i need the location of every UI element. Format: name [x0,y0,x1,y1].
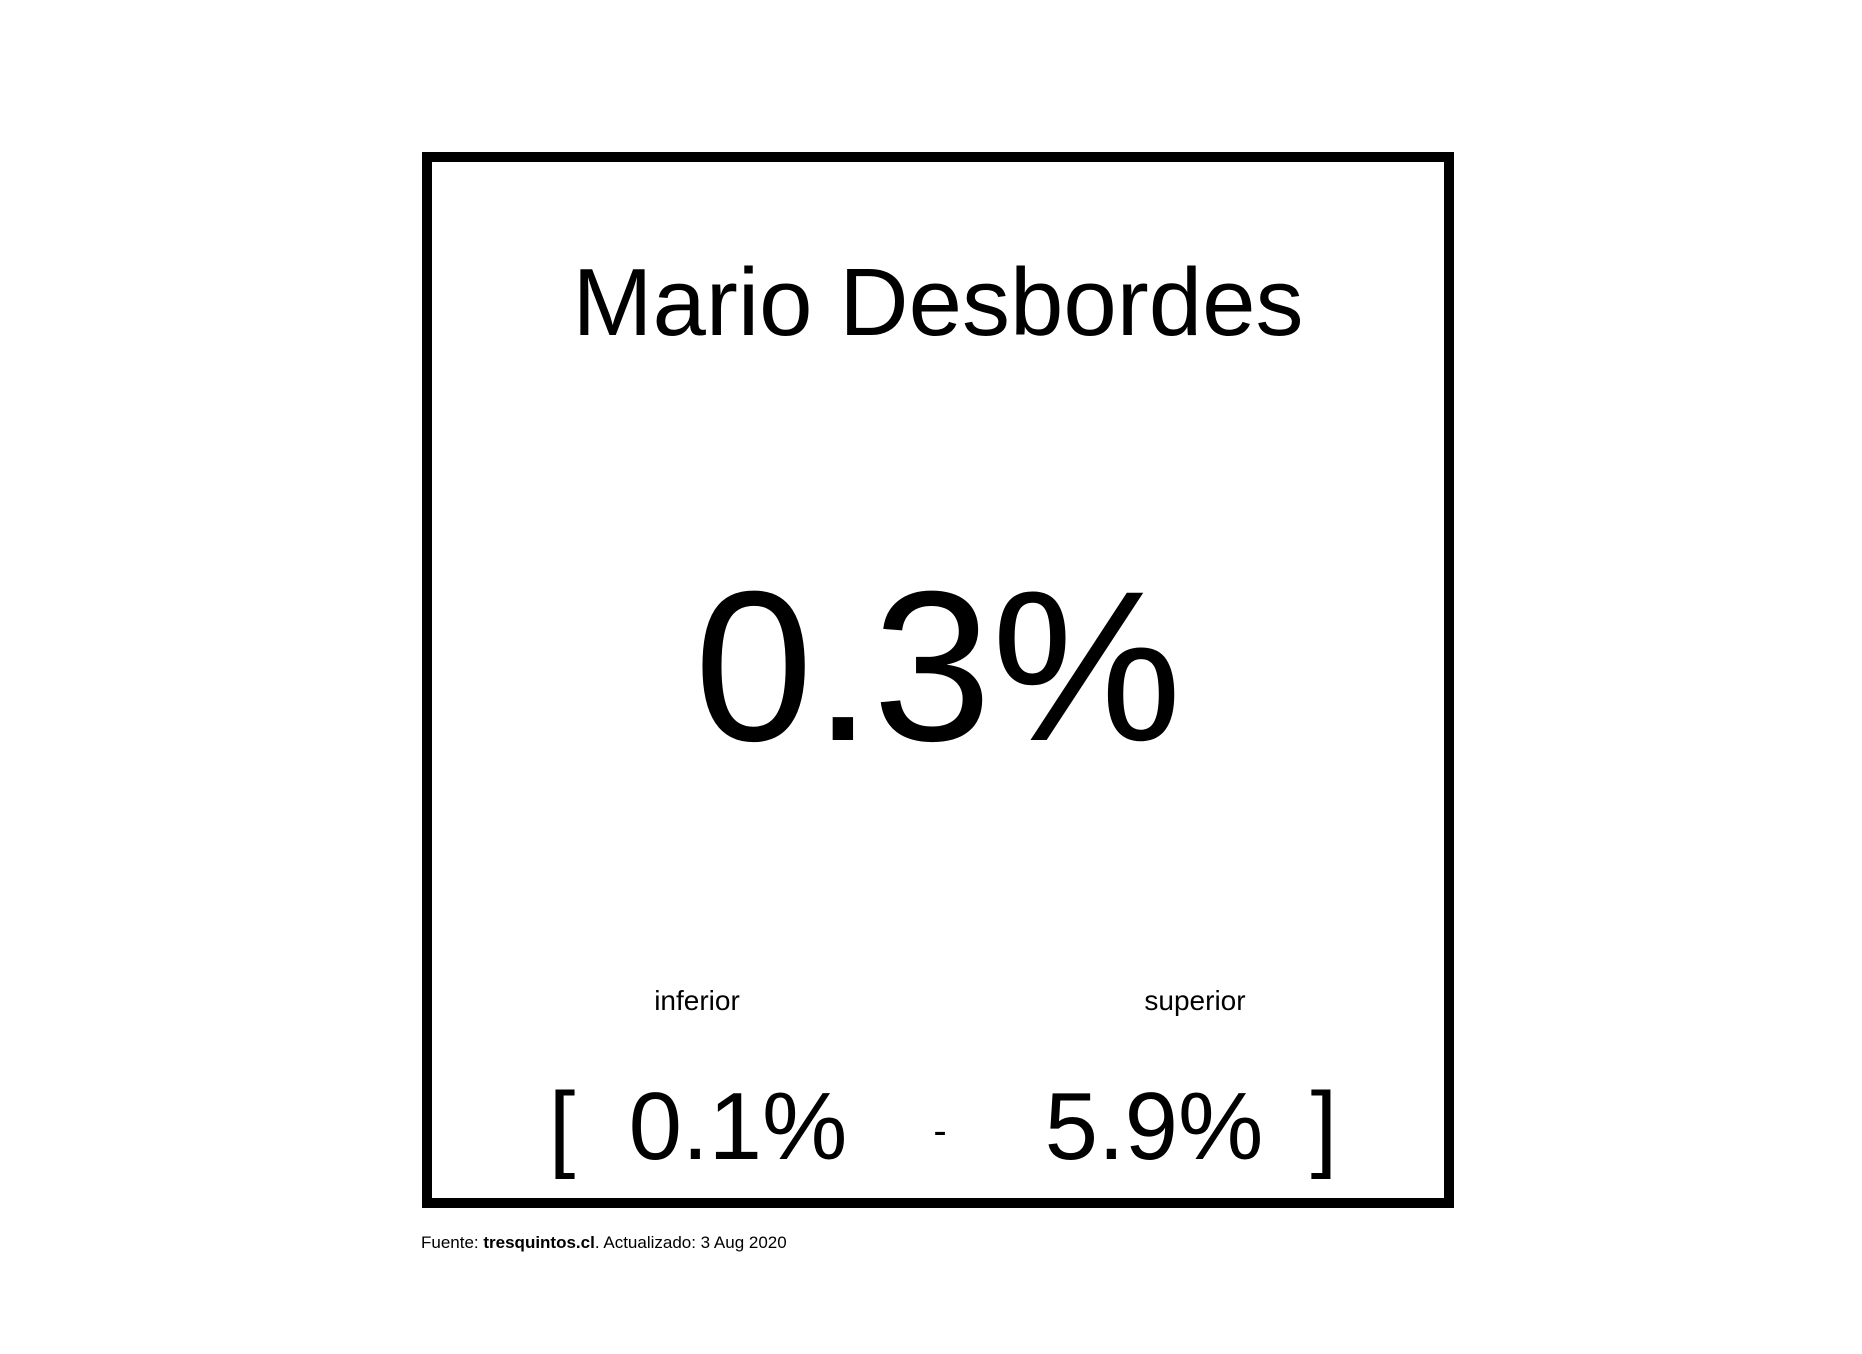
interval-open-bracket: [ [548,1073,576,1180]
upper-bound-label: superior [1144,985,1246,1016]
footer-prefix: Fuente: [421,1233,484,1252]
source-footer: Fuente: tresquintos.cl. Actualizado: 3 A… [421,1232,787,1254]
estimate-card: Mario Desbordes 0.3% inferior superior [… [422,152,1454,1208]
interval-separator: - [933,1109,947,1153]
estimate-value: 0.3% [694,547,1182,786]
interval-close-bracket: ] [1310,1073,1338,1180]
footer-suffix: . Actualizado: 3 Aug 2020 [594,1233,787,1252]
lower-bound-value: 0.1% [628,1073,848,1180]
upper-bound-value: 5.9% [1044,1073,1264,1180]
source-link[interactable]: tresquintos.cl [483,1233,595,1252]
confidence-interval: [ 0.1% - 5.9% ] [432,1072,1444,1182]
lower-bound-label: inferior [654,985,740,1016]
candidate-name: Mario Desbordes [572,249,1304,356]
